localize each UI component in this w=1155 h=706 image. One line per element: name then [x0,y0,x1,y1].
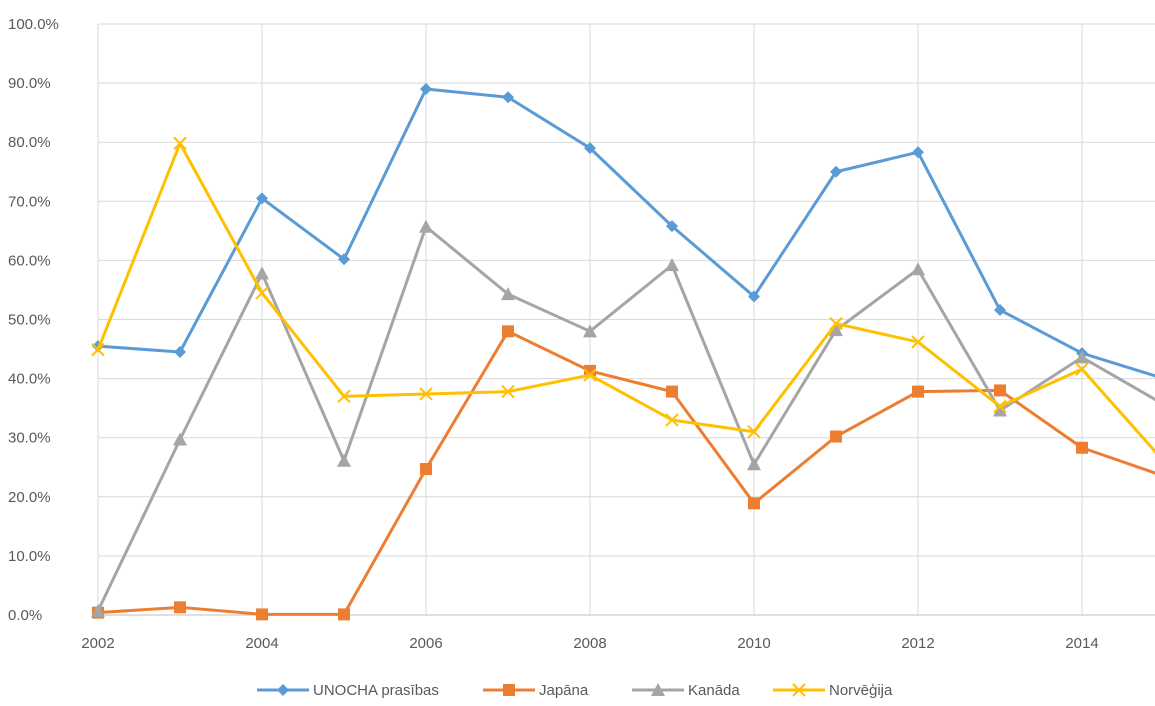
data-point [503,684,515,696]
data-point [666,220,678,233]
series-kanāda [91,219,1155,617]
x-tick-label: 2014 [1065,635,1098,652]
data-point [256,608,268,621]
data-point [91,342,105,357]
data-point [1076,441,1088,454]
series-unocha-prasības [92,83,1155,378]
data-point [829,323,843,337]
data-point [747,457,761,471]
x-tick-label: 2006 [409,635,442,652]
data-point [174,601,186,614]
y-tick-label: 100.0% [8,16,59,33]
data-point [173,432,187,446]
legend: UNOCHA prasības Japāna Kanāda Norvēģija [257,682,893,699]
legend-label: Kanāda [688,682,740,699]
data-point [337,389,351,404]
data-point [337,453,351,467]
data-point [501,287,515,301]
x-tick-label: 2012 [901,635,934,652]
data-point [420,463,432,476]
data-point [502,325,514,338]
legend-item: UNOCHA prasības [257,682,439,699]
legend-label: Norvēģija [829,682,893,699]
y-tick-label: 20.0% [8,489,51,506]
legend-item: Japāna [483,682,589,699]
data-point [994,384,1006,397]
series-line [97,329,1155,616]
data-point [91,603,105,617]
series-norvēģija [91,136,1155,454]
data-point [665,413,679,427]
y-tick-label: 60.0% [8,252,51,269]
data-point [256,192,268,205]
y-tick-label: 0.0% [8,607,42,624]
data-point [665,258,679,272]
data-point [1075,362,1089,376]
data-point [651,683,665,696]
series-japāna [92,325,1155,621]
data-point [912,146,924,159]
series-line [97,87,1155,378]
series-line [96,225,1155,612]
gridlines [97,23,1155,616]
data-point [829,316,843,331]
legend-label: UNOCHA prasības [313,682,439,699]
data-point [583,324,597,338]
data-point [420,83,432,96]
data-point [911,335,925,349]
data-point [792,683,806,697]
data-point [277,684,289,696]
legend-item: Kanāda [632,682,740,699]
data-point [666,385,678,398]
legend-label: Japāna [539,682,589,699]
y-tick-label: 80.0% [8,134,51,151]
series-lines [91,83,1155,621]
data-point [584,364,596,377]
data-point [419,219,433,233]
y-tick-label: 70.0% [8,193,51,210]
y-axis-tick-labels: 0.0% 10.0% 20.0% 30.0% 40.0% 50.0% 60.0% 70.0% 8… [8,16,59,624]
y-tick-label: 90.0% [8,75,51,92]
data-point [912,385,924,398]
series-line [96,141,1155,454]
legend-item: Norvēģija [773,682,893,699]
x-axis-tick-labels: 2002 2004 2006 2008 2010 2012 2014 [81,635,1098,652]
y-tick-label: 30.0% [8,430,51,447]
y-tick-label: 50.0% [8,312,51,329]
data-point [502,91,514,104]
data-point [747,425,761,439]
data-point [501,384,515,399]
data-point [994,304,1006,317]
x-tick-label: 2008 [573,635,606,652]
data-point [993,399,1007,414]
y-tick-label: 10.0% [8,548,51,565]
x-tick-label: 2004 [245,635,278,652]
data-point [1075,350,1089,364]
data-point [830,430,842,443]
x-tick-label: 2002 [81,635,114,652]
data-point [174,346,186,359]
data-point [911,262,925,276]
data-point [830,165,842,178]
data-point [338,608,350,621]
data-point [255,286,269,300]
data-point [338,253,350,266]
data-point [584,142,596,155]
data-point [748,497,760,510]
data-point [993,403,1007,417]
data-point [748,290,760,303]
data-point [583,368,597,382]
data-point [419,387,433,401]
x-tick-label: 2010 [737,635,770,652]
data-point [173,136,187,151]
data-point [255,266,269,280]
y-tick-label: 40.0% [8,371,51,388]
